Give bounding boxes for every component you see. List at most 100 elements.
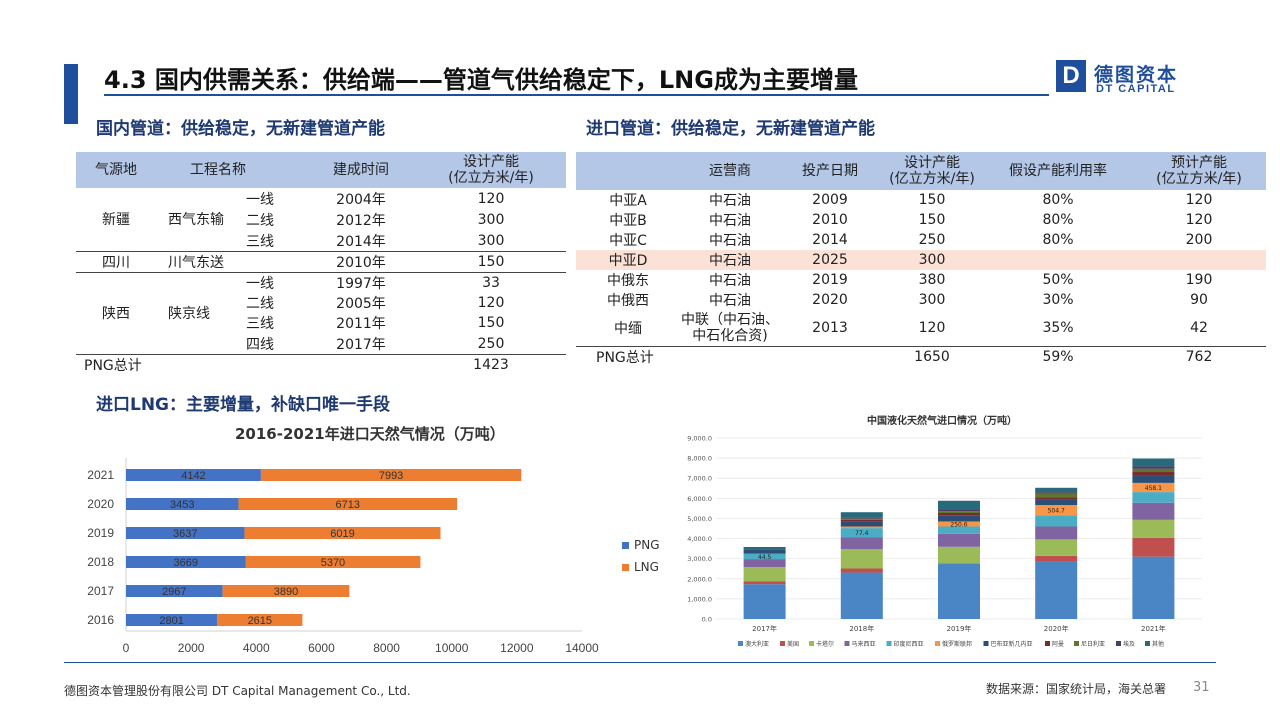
region-cell: 新疆: [76, 188, 156, 252]
column-segment: [743, 581, 786, 585]
bar-data-label: 4142: [181, 470, 205, 482]
y-category-label: 2017: [87, 584, 114, 598]
utilization-cell: 80%: [1042, 232, 1074, 248]
operator-cell: 中石油: [709, 273, 751, 289]
column-segment: [840, 537, 883, 550]
column-segment: [1132, 472, 1175, 476]
operator-cell: 中石油: [709, 293, 751, 309]
bar-segment-lng: [244, 527, 441, 539]
domestic-table-body: 新疆 西气东输 一线 2004年 120 二线 2012年 300 三线 2014年 300 四川 川气…: [76, 188, 566, 376]
year-cell: 2014年: [306, 230, 416, 252]
y-tick-label: 2,000.0: [687, 575, 712, 583]
legend-swatch: [1145, 641, 1150, 646]
capacity-cell: 380: [918, 272, 946, 288]
table-row: 新疆 西气东输 一线 2004年 120: [76, 188, 566, 252]
header-cell: 建成时间: [333, 162, 389, 178]
column-segment: [1132, 482, 1175, 493]
footer-company: 德图资本管理股份有限公司 DT Capital Management Co., …: [64, 684, 411, 698]
line-cell: 三线: [246, 230, 306, 252]
project-cell: 川气东送: [156, 251, 246, 273]
column-segment: [840, 517, 883, 519]
header-cell: 投产日期: [802, 163, 858, 179]
logo-text-cn: 德图资本: [1094, 64, 1179, 86]
y-tick-label: 7,000.0: [687, 475, 712, 483]
column-segment: [938, 511, 980, 514]
legend-swatch: [844, 641, 850, 646]
column-segment: [938, 513, 980, 516]
header-cell: 运营商: [709, 163, 751, 179]
legend-label: 马来西亚: [852, 640, 876, 648]
domestic-table-header: 气源地 工程名称 建成时间 设计产能 (亿立方米/年): [76, 152, 566, 188]
legend-label: 尼日利亚: [1081, 640, 1105, 648]
table-row: 中亚A 中石油 2009 150 80% 120: [576, 190, 1266, 210]
column-segment: [743, 553, 786, 560]
column-data-label: 44.5: [758, 554, 772, 561]
import-section-title: 进口管道：供给稳定，无新建管道产能: [586, 119, 875, 139]
table-row: 二线 2012年 300: [76, 210, 566, 231]
capacity-cell: 150: [477, 315, 505, 332]
total-expected: 762: [1132, 345, 1266, 368]
table-row: 三线 2011年 150: [76, 313, 566, 334]
column-segment: [840, 518, 883, 520]
total-row: PNG总计 1650 59% 762: [576, 345, 1266, 368]
x-category-label: 2019年: [947, 624, 972, 633]
year-cell: 2017年: [306, 333, 416, 355]
total-label: PNG总计: [84, 358, 142, 375]
x-tick-label: 4000: [243, 641, 270, 655]
footer-source: 数据来源：国家统计局，海关总署: [986, 682, 1167, 696]
capacity-cell: 120: [918, 319, 946, 336]
bar-segment-png: [126, 585, 223, 597]
footer-divider: [64, 662, 1216, 663]
header-cell: 设计产能 (亿立方米/年): [889, 155, 975, 187]
capacity-cell: 120: [477, 294, 505, 311]
bar-segment-png: [126, 614, 218, 626]
project-cell: 西气东输: [156, 188, 246, 252]
y-category-label: 2021: [87, 468, 114, 482]
bar-data-label: 5370: [321, 557, 345, 569]
domestic-section-title: 国内管道：供给稳定，无新建管道产能: [96, 119, 385, 139]
x-tick-label: 8000: [373, 641, 400, 655]
header-cell: 预计产能 (亿立方米/年): [1156, 155, 1242, 187]
empty-cell: [780, 345, 880, 368]
line-cell: 二线: [246, 295, 274, 312]
operator-cell: 中石油: [709, 233, 751, 249]
line-cell: [246, 251, 306, 273]
year-cell: 2012年: [336, 213, 386, 230]
utilization-cell: 80%: [1042, 192, 1074, 208]
column-segment: [938, 526, 980, 534]
region-cell: 陕西: [76, 272, 156, 355]
legend-swatch: [935, 641, 940, 646]
page-number: 31: [1193, 680, 1210, 695]
total-utilization: 59%: [984, 345, 1132, 368]
total-value: 1423: [473, 357, 509, 374]
header-cell: [576, 152, 680, 190]
column-data-label: 504.7: [1048, 508, 1065, 515]
import-table-wrap: 运营商 投产日期 设计产能 (亿立方米/年) 假设产能利用率 预计产能 (亿立方米/…: [576, 152, 1266, 368]
bar-segment-png: [126, 556, 246, 568]
x-tick-label: 14000: [565, 641, 599, 655]
column-segment: [938, 521, 980, 527]
bar-data-label: 2615: [248, 615, 272, 627]
bar-segment-lng: [260, 469, 522, 481]
capacity-cell: 150: [918, 192, 946, 208]
column-segment: [1035, 499, 1078, 506]
column-segment: [938, 563, 980, 619]
year-cell: 1997年: [336, 275, 386, 292]
y-tick-label: 9,000.0: [687, 435, 712, 443]
utilization-cell: 35%: [1042, 319, 1074, 336]
column-segment: [1035, 505, 1078, 516]
legend-swatch: [780, 641, 785, 646]
legend-label: 阿曼: [1052, 640, 1064, 648]
x-category-label: 2021年: [1141, 624, 1166, 633]
x-tick-label: 2000: [178, 641, 205, 655]
x-category-label: 2018年: [849, 624, 874, 633]
operator-cell: 中联（中石油、 中石化合资): [681, 311, 779, 344]
year-cell: 2010年: [306, 251, 416, 273]
column-segment: [1035, 539, 1078, 556]
y-tick-label: 1,000.0: [687, 595, 712, 603]
expected-cell: 42: [1190, 319, 1208, 336]
column-data-label: 250.6: [950, 521, 967, 528]
header-cell: 设计产能 (亿立方米/年): [448, 154, 534, 186]
expected-cell: 120: [1185, 192, 1213, 208]
legend-swatch: [1045, 641, 1050, 646]
